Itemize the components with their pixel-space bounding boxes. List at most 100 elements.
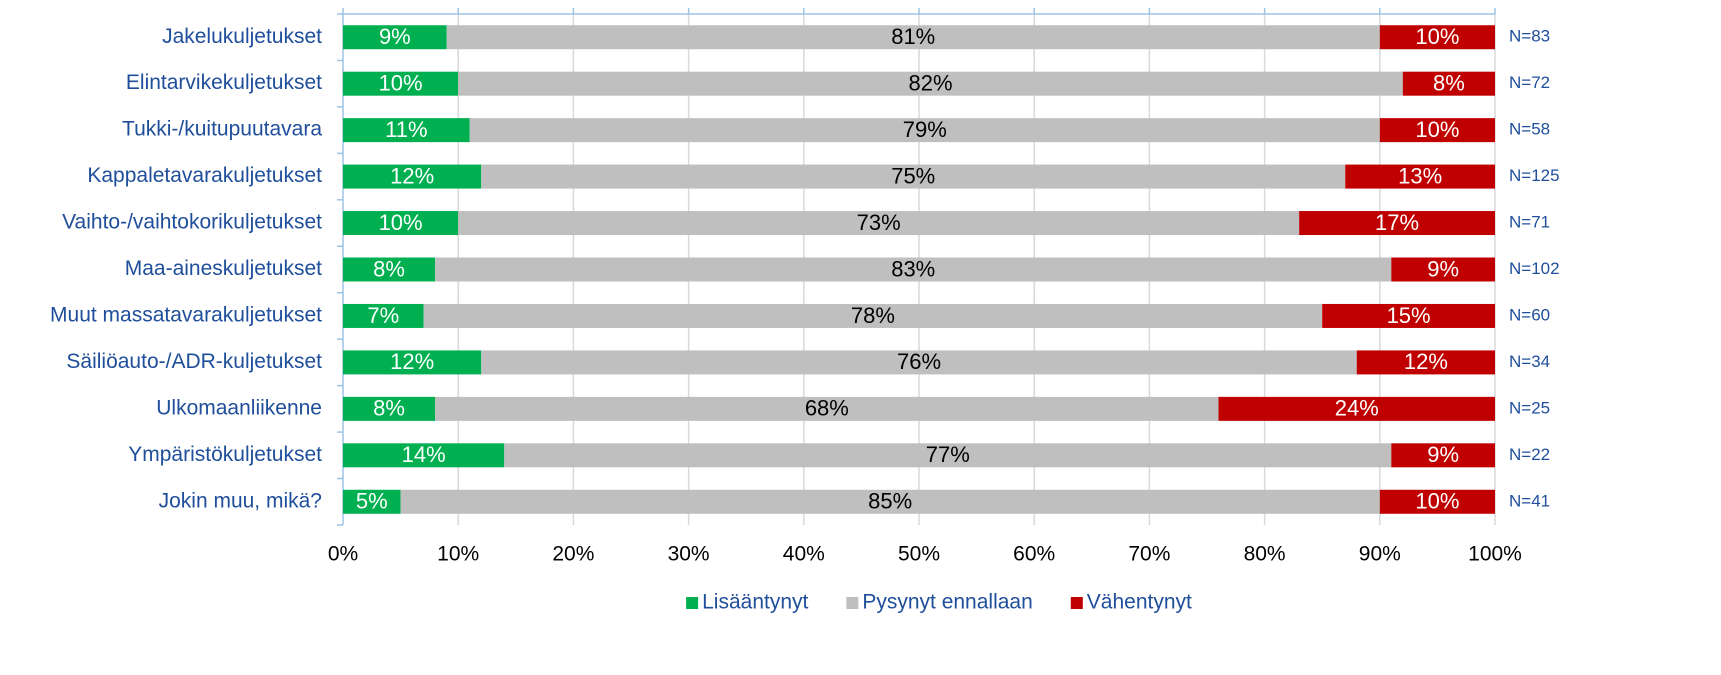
value-label: 13% [1398,163,1442,188]
bar-segment [400,489,1380,514]
value-label: 17% [1375,210,1419,235]
value-label: 24% [1335,396,1379,421]
category-label: Jakelukuljetukset [162,25,322,48]
value-label: 75% [891,163,935,188]
value-label: 73% [857,210,901,235]
bar-segment [1391,257,1495,282]
bar-segment [458,71,1403,96]
category-label: Ulkomaanliikenne [156,396,322,419]
bar-segment [1299,211,1495,236]
x-tick-label: 100% [1468,543,1522,566]
value-label: 12% [390,349,434,374]
bar-segment [1379,489,1495,514]
bar-segment [343,489,401,514]
category-label: Tukki-/kuitupuutavara [122,118,322,141]
bar-segment [343,25,447,50]
value-label: 15% [1387,303,1431,328]
value-label: 79% [903,117,947,142]
annotation: N=71 [1509,213,1550,232]
category-label: Maa-aineskuljetukset [125,257,322,280]
x-tick-label: 90% [1359,543,1401,566]
category-label: Vaihto-/vaihtokorikuljetukset [62,211,322,234]
bar-segment [1402,71,1495,96]
value-label: 11% [385,117,427,142]
x-tick-label: 30% [668,543,710,566]
value-label: 78% [851,303,895,328]
annotation: N=58 [1509,120,1550,139]
legend-label: Pysynyt ennallaan [862,591,1032,614]
bar-segment [343,257,436,282]
bar-segment [423,303,1323,328]
bar-segment [1218,396,1495,421]
annotation: N=22 [1509,445,1550,464]
annotation: N=34 [1509,352,1550,371]
value-label: 9% [1427,442,1459,467]
bar-segment [504,443,1392,468]
value-label: 76% [897,349,941,374]
annotation: N=60 [1509,305,1550,324]
x-tick-label: 50% [898,543,940,566]
bar-segment [343,118,470,143]
bar-segment [343,211,459,236]
legend-swatch [686,597,699,609]
x-tick-label: 70% [1128,543,1170,566]
value-label: 81% [891,24,935,49]
value-label: 10% [1415,489,1459,514]
bar-segment [343,443,505,468]
annotation: N=102 [1509,259,1560,278]
value-label: 12% [1404,349,1448,374]
value-label: 8% [373,256,405,281]
value-label: 9% [379,24,411,49]
legend-swatch [846,597,859,609]
value-label: 10% [1415,24,1459,49]
value-label: 8% [1433,70,1465,95]
category-label: Ympäristökuljetukset [128,443,322,466]
category-label: Säiliöauto-/ADR-kuljetukset [66,350,322,373]
value-label: 9% [1427,256,1459,281]
x-tick-label: 20% [552,543,594,566]
value-label: 5% [356,489,388,514]
annotation: N=83 [1509,27,1550,46]
x-tick-label: 0% [328,543,358,566]
value-label: 82% [908,70,952,95]
value-label: 77% [926,442,970,467]
bar-segment [481,164,1346,189]
value-label: 10% [379,210,423,235]
bar-segment [343,350,482,375]
bar-segment [1345,164,1495,189]
x-tick-label: 60% [1013,543,1055,566]
annotation: N=25 [1509,398,1550,417]
value-label: 7% [367,303,399,328]
annotation: N=41 [1509,491,1550,510]
bar-segment [1356,350,1495,375]
bar-segment [343,303,424,328]
value-label: 8% [373,396,405,421]
value-label: 68% [805,396,849,421]
bar-segment [1391,443,1495,468]
bar-segment [343,396,436,421]
bar-segment [458,211,1300,236]
bar-segment [435,257,1392,282]
bar-segment [1379,118,1495,143]
bar-segment [1379,25,1495,50]
bar-segment [446,25,1380,50]
value-label: 10% [1415,117,1459,142]
category-label: Muut massatavarakuljetukset [50,304,322,327]
legend-swatch [1070,597,1083,609]
bar-segment [343,71,459,96]
category-label: Elintarvikekuljetukset [126,71,322,94]
x-tick-label: 80% [1244,543,1286,566]
value-label: 14% [402,442,446,467]
category-label: Jokin muu, mikä? [159,489,322,512]
x-tick-label: 10% [437,543,479,566]
bar-segment [469,118,1380,143]
annotation: N=125 [1509,166,1560,185]
annotation: N=72 [1509,73,1550,92]
legend-label: Vähentynyt [1087,591,1192,614]
legend-label: Lisääntynyt [702,591,808,614]
value-label: 83% [891,256,935,281]
bar-segment [1322,303,1495,328]
value-label: 12% [390,163,434,188]
value-label: 85% [868,489,912,514]
